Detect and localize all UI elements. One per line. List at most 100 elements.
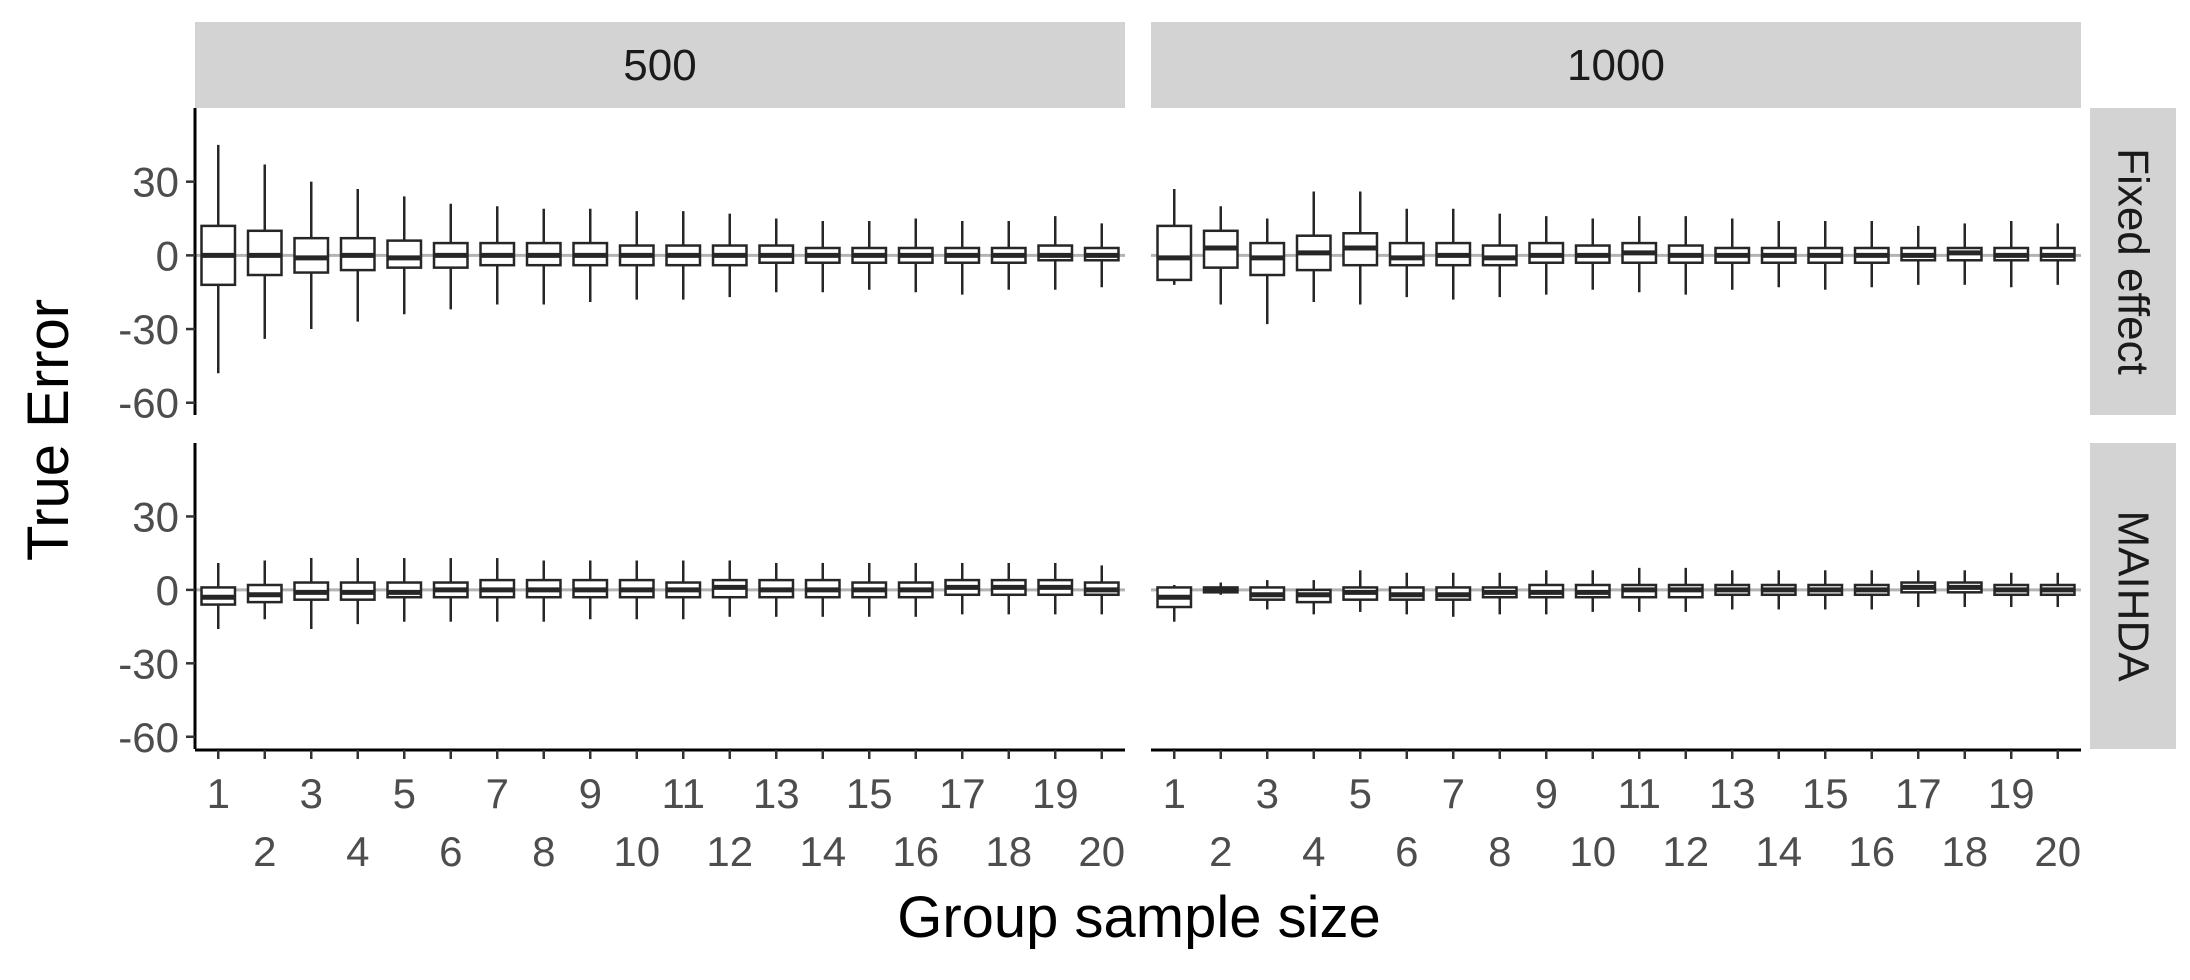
box-14 [804, 220, 841, 293]
box-3 [293, 558, 330, 630]
box-9 [572, 208, 609, 303]
box-11 [1621, 567, 1658, 612]
x-tick-label: 4 [346, 828, 369, 875]
facet-panel [195, 558, 1125, 630]
box-1 [200, 562, 237, 630]
x-tick-label: 14 [799, 828, 846, 875]
facet-panel [1151, 189, 2081, 325]
x-tick-label: 2 [253, 828, 276, 875]
box-14 [1760, 570, 1797, 610]
y-tick-label: -30 [118, 640, 179, 687]
box-20 [1083, 565, 1120, 615]
box-1 [1156, 584, 1193, 622]
box-3 [1249, 218, 1286, 325]
facet-strip-column [1151, 22, 2081, 108]
x-tick-label: 11 [661, 770, 705, 817]
box-19 [1037, 216, 1074, 290]
box-7 [1435, 208, 1472, 300]
y-tick-label: 30 [132, 159, 179, 206]
box-2 [246, 164, 283, 339]
facet-strip-row-label: Fixed effect [2109, 148, 2158, 375]
x-tick-label: 4 [1302, 828, 1325, 875]
facet-strip-row-label: MAIHDA [2109, 510, 2158, 682]
box-12 [1667, 567, 1704, 612]
box-18 [990, 562, 1027, 615]
facet-strip-row [2090, 443, 2176, 749]
box-8 [525, 560, 562, 622]
box-19 [1993, 220, 2030, 288]
box-15 [851, 562, 888, 617]
y-tick-label: -60 [118, 714, 179, 761]
box-3 [1249, 580, 1286, 610]
facet-strip-column-label: 1000 [1567, 41, 1665, 90]
box-13 [1714, 218, 1751, 290]
box-18 [1946, 223, 1983, 285]
box-4 [1295, 580, 1332, 615]
box-5 [1342, 191, 1379, 305]
box-4 [1295, 191, 1332, 303]
box-12 [711, 560, 748, 617]
y-axis-title: True Error [16, 299, 81, 561]
box-iqr [386, 239, 423, 269]
facet-panels [195, 144, 2081, 630]
x-tick-label: 10 [613, 828, 660, 875]
box-16 [1853, 570, 1890, 610]
box-10 [618, 560, 655, 620]
x-tick-label: 7 [1442, 770, 1465, 817]
y-tick-label: 0 [156, 232, 179, 279]
x-tick-label: 20 [1078, 828, 1125, 875]
y-tick-label: -30 [118, 306, 179, 353]
box-12 [711, 213, 748, 298]
x-tick-label: 17 [939, 770, 986, 817]
x-tick-label: 10 [1569, 828, 1616, 875]
box-3 [293, 181, 330, 330]
box-10 [618, 211, 655, 300]
x-tick-label: 6 [1395, 828, 1418, 875]
box-4 [339, 558, 376, 625]
box-8 [1481, 572, 1518, 615]
box-19 [1993, 572, 2030, 608]
box-18 [990, 220, 1027, 290]
x-tick-label: 20 [2034, 828, 2081, 875]
y-tick-label: 0 [156, 567, 179, 614]
box-9 [572, 560, 609, 620]
box-15 [1807, 570, 1844, 610]
box-13 [758, 562, 795, 617]
box-10 [1574, 570, 1611, 612]
facet-panel [1151, 567, 2081, 622]
box-5 [386, 558, 423, 622]
box-20 [2039, 223, 2076, 285]
box-18 [1946, 570, 1983, 608]
box-16 [897, 218, 934, 293]
box-6 [432, 203, 469, 310]
facet-strip-column [195, 22, 1125, 108]
box-1 [200, 144, 237, 374]
x-tick-label: 18 [1941, 828, 1988, 875]
box-14 [1760, 220, 1797, 288]
x-tick-label: 19 [1988, 770, 2035, 817]
box-20 [1083, 223, 1120, 288]
x-tick-label: 13 [1709, 770, 1756, 817]
box-2 [1202, 206, 1239, 305]
box-17 [944, 562, 981, 615]
box-8 [1481, 213, 1518, 298]
x-tick-label: 14 [1755, 828, 1802, 875]
box-10 [1574, 218, 1611, 290]
box-6 [1388, 208, 1425, 298]
x-tick-label: 3 [1256, 770, 1279, 817]
box-17 [944, 220, 981, 295]
box-11 [665, 211, 702, 300]
facet-strip-row [2090, 108, 2176, 415]
box-5 [1342, 570, 1379, 612]
box-8 [525, 208, 562, 305]
facet-strip-column-label: 500 [623, 41, 696, 90]
box-17 [1900, 570, 1937, 608]
box-11 [665, 560, 702, 620]
y-tick-label: -60 [118, 380, 179, 427]
x-tick-label: 7 [486, 770, 509, 817]
axes: 300-30-60300-30-601234567891011121314151… [118, 108, 2081, 875]
box-9 [1528, 570, 1565, 615]
box-14 [804, 562, 841, 617]
box-iqr [1156, 224, 1193, 282]
